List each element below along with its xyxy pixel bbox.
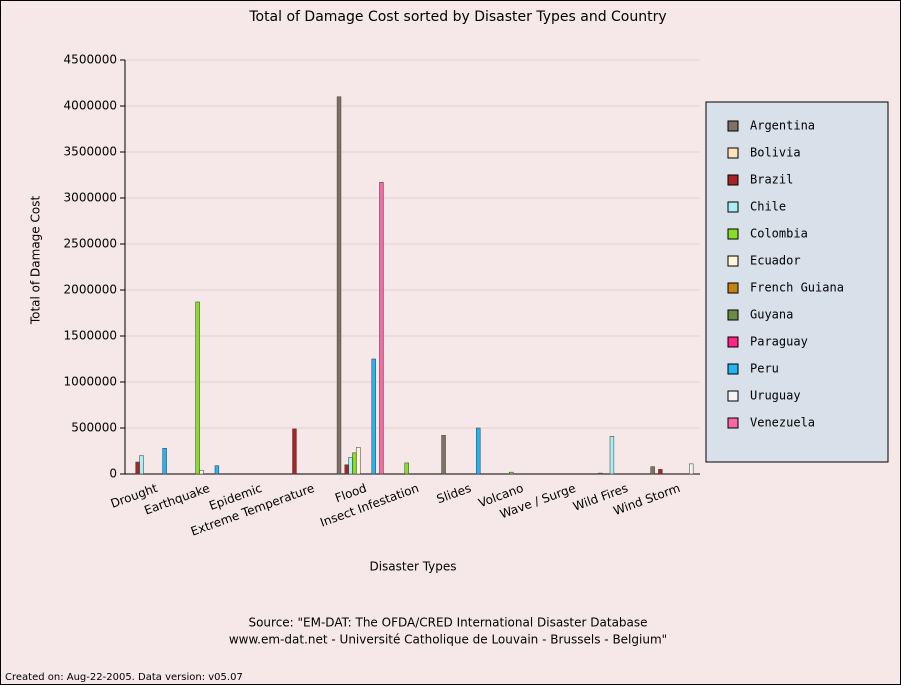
bar [405,463,409,474]
bar [196,302,200,474]
legend-label: Argentina [750,119,815,133]
legend-swatch [728,175,738,185]
legend-swatch [728,337,738,347]
source-line: Source: "EM-DAT: The OFDA/CRED Internati… [248,616,647,630]
bar [509,472,513,474]
y-tick-label: 1000000 [64,375,117,389]
legend-label: Paraguay [750,335,808,349]
x-axis-label: Disaster Types [369,560,456,574]
legend-swatch [728,283,738,293]
legend-swatch [728,364,738,374]
bar [689,464,693,474]
y-tick-label: 2500000 [64,237,117,251]
legend-swatch [728,310,738,320]
bar [200,470,204,474]
legend-swatch [728,148,738,158]
source-line: www.em-dat.net - Université Catholique d… [229,633,667,647]
bar [442,435,446,474]
y-tick-label: 2000000 [64,283,117,297]
bar [349,457,353,474]
bar [140,456,144,474]
bar [293,429,297,474]
legend-label: Bolivia [750,146,801,160]
legend-swatch [728,121,738,131]
y-tick-label: 4000000 [64,99,117,113]
bar [353,453,357,474]
legend-label: Chile [750,200,786,214]
bar [610,436,614,474]
legend-label: Uruguay [750,389,801,403]
bar [215,466,219,474]
y-tick-label: 3000000 [64,191,117,205]
bar [345,465,349,474]
chart-title: Total of Damage Cost sorted by Disaster … [248,9,666,25]
bar [356,447,360,474]
bar [372,359,376,474]
bar [658,469,662,474]
y-tick-label: 4500000 [64,53,117,67]
y-tick-label: 1500000 [64,329,117,343]
bar [380,182,384,474]
legend-label: Colombia [750,227,808,241]
bar [651,467,655,474]
bar [136,462,140,474]
chart: Total of Damage Cost sorted by Disaster … [0,0,901,685]
bar [476,428,480,474]
legend-label: Venezuela [750,416,815,430]
legend-swatch [728,202,738,212]
footnote: Created on: Aug-22-2005. Data version: v… [5,672,243,683]
legend-label: Guyana [750,308,793,322]
bar [337,97,341,474]
legend-label: French Guiana [750,281,844,295]
bar [598,473,602,474]
legend-swatch [728,418,738,428]
legend-label: Ecuador [750,254,801,268]
y-tick-label: 3500000 [64,145,117,159]
legend-swatch [728,229,738,239]
legend-swatch [728,391,738,401]
legend-label: Brazil [750,173,793,187]
y-tick-label: 500000 [71,421,117,435]
y-axis-label: Total of Damage Cost [29,196,43,326]
bar [163,448,167,474]
legend-label: Peru [750,362,779,376]
y-tick-label: 0 [109,467,117,481]
legend-swatch [728,256,738,266]
